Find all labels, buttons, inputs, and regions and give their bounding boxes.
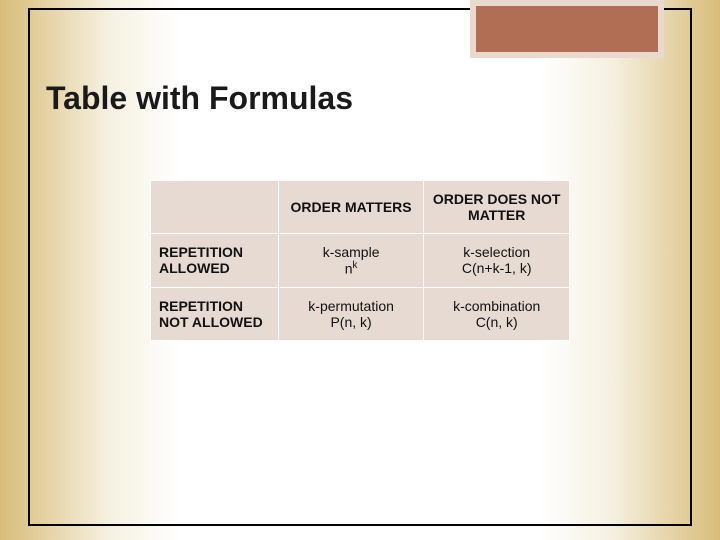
cell-formula: nk xyxy=(287,260,416,277)
formulas-table: ORDER MATTERS ORDER DOES NOT MATTER REPE… xyxy=(150,180,570,341)
table-row: REPETITION ALLOWED k-sample nk k-selecti… xyxy=(151,234,570,288)
corner-accent-box xyxy=(470,0,664,58)
col-header-order-matters: ORDER MATTERS xyxy=(278,181,424,234)
cell-k-combination: k-combination C(n, k) xyxy=(424,287,570,340)
cell-formula: P(n, k) xyxy=(287,314,416,330)
slide-title: Table with Formulas xyxy=(46,80,353,117)
row-header-rep-not-allowed: REPETITION NOT ALLOWED xyxy=(151,287,279,340)
cell-formula: C(n, k) xyxy=(432,314,561,330)
cell-name: k-sample xyxy=(287,244,416,260)
cell-name: k-combination xyxy=(432,298,561,314)
row-header-rep-allowed: REPETITION ALLOWED xyxy=(151,234,279,288)
cell-k-sample: k-sample nk xyxy=(278,234,424,288)
cell-formula: C(n+k-1, k) xyxy=(432,260,561,276)
cell-k-selection: k-selection C(n+k-1, k) xyxy=(424,234,570,288)
table-row: REPETITION NOT ALLOWED k-permutation P(n… xyxy=(151,287,570,340)
header-row: ORDER MATTERS ORDER DOES NOT MATTER xyxy=(151,181,570,234)
cell-name: k-selection xyxy=(432,244,561,260)
col-header-order-not-matter: ORDER DOES NOT MATTER xyxy=(424,181,570,234)
corner-cell xyxy=(151,181,279,234)
cell-name: k-permutation xyxy=(287,298,416,314)
cell-k-permutation: k-permutation P(n, k) xyxy=(278,287,424,340)
